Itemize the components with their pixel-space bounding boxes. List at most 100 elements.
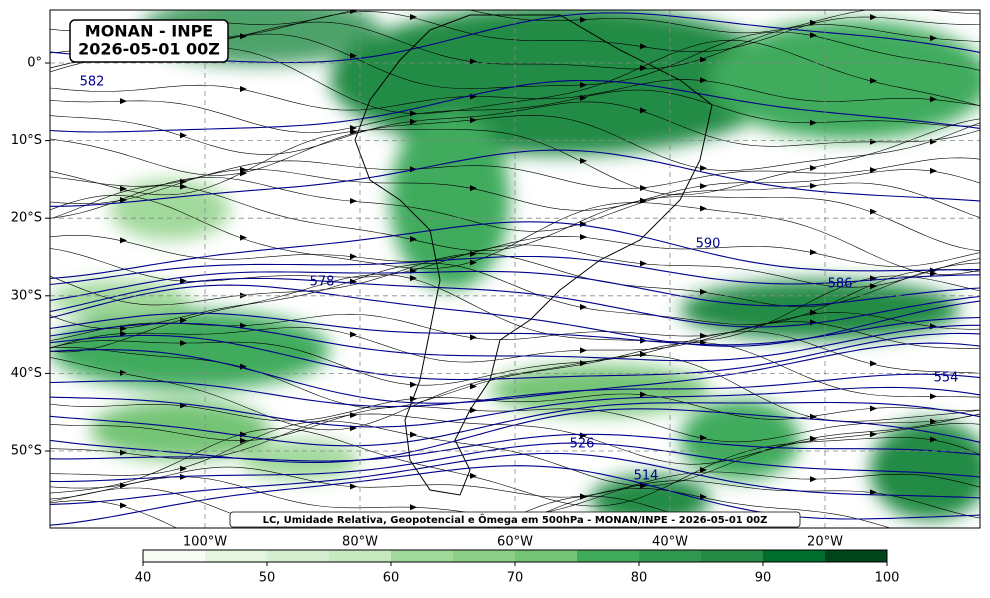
stream-arrow [240, 86, 247, 93]
stream-arrow [470, 250, 477, 257]
stream-arrow [180, 317, 187, 324]
stream-arrow [640, 43, 647, 50]
stream-arrow [870, 489, 877, 496]
stream-arrow [640, 197, 647, 204]
title-box [69, 19, 229, 63]
stream-arrow [810, 164, 817, 171]
stream-arrow [810, 476, 817, 483]
stream-arrow [410, 275, 417, 282]
contour-line [50, 332, 980, 381]
lon-label: 100°W [183, 535, 227, 550]
stream-arrow [930, 418, 937, 425]
stream-arrow [930, 35, 937, 42]
colorbar-segment [577, 550, 640, 562]
stream-arrow [810, 249, 817, 256]
axes: 0° 10°S 20°S 30°S 40°S 50°S 100°W 80°W 60°W 40°W 2… [11, 56, 843, 550]
map-layers: 582 578 590 586 554 526 514 [50, 10, 980, 542]
stream-arrow [180, 340, 187, 347]
stream-arrow [350, 412, 357, 419]
stream-arrow [410, 118, 417, 125]
stream-arrow [930, 96, 937, 103]
stream-arrow [410, 395, 417, 402]
stream-arrow [700, 77, 707, 84]
lat-label: 10°S [11, 133, 42, 148]
stream-arrow [700, 288, 707, 295]
stream-arrow [810, 435, 817, 442]
stream-arrow [930, 436, 937, 443]
stream-arrow [470, 472, 477, 479]
stream-arrow [930, 138, 937, 145]
lon-label: 40°W [652, 535, 688, 550]
colorbar-label: 60 [383, 571, 400, 586]
stream-arrow [350, 128, 357, 135]
stream-arrow [240, 322, 247, 329]
stream-arrow [410, 431, 417, 438]
stream-arrow [240, 166, 247, 173]
stream-arrow [870, 405, 877, 412]
lat-label: 20°S [11, 211, 42, 226]
colorbar-label: 70 [507, 571, 524, 586]
stream-arrow [700, 205, 707, 212]
stream-arrow [930, 167, 937, 174]
stream-arrow [410, 236, 417, 243]
stream-arrow [580, 347, 587, 354]
stream-arrow [410, 504, 417, 511]
colorbar-label: 100 [875, 571, 900, 586]
stream-arrow [930, 536, 937, 542]
colorbar-segment [701, 550, 764, 562]
colorbar-label: 40 [135, 571, 152, 586]
lat-label: 0° [27, 56, 42, 71]
stream-arrow [180, 132, 187, 139]
contour-label: 590 [696, 237, 721, 252]
stream-arrow [870, 14, 877, 21]
stream-arrow [470, 383, 477, 390]
stream-arrow [870, 208, 877, 215]
contour-line [50, 433, 980, 462]
stream-arrow [700, 332, 707, 339]
stream-arrow [240, 437, 247, 444]
stream-arrow [470, 58, 477, 65]
lat-label: 40°S [11, 366, 42, 381]
stream-arrow [240, 33, 247, 40]
stream-arrow [810, 413, 817, 420]
stream-arrow [120, 449, 127, 456]
lat-label: 30°S [11, 288, 42, 303]
colorbar-segment [143, 550, 206, 562]
stream-arrow [580, 493, 587, 500]
colorbar-segment [639, 550, 702, 562]
stream-arrow [410, 381, 417, 388]
contour-label: 582 [80, 75, 105, 90]
stream-arrow [350, 52, 357, 59]
contour-label: 578 [310, 275, 335, 290]
coastline [354, 14, 713, 496]
stream-arrow [640, 107, 647, 114]
stream-arrow [120, 502, 127, 509]
stream-arrow [640, 64, 647, 71]
map-subtitle: 2026-05-01 00Z [78, 40, 220, 59]
caption-box [229, 511, 801, 528]
stream-arrow [700, 466, 707, 473]
lat-label: 50°S [11, 444, 42, 459]
streamline [50, 331, 980, 386]
stream-arrow [580, 82, 587, 89]
colorbar-segment [453, 550, 516, 562]
stream-arrow [700, 434, 707, 441]
stream-arrow [120, 237, 127, 244]
stream-arrow [350, 253, 357, 260]
contour-label: 554 [934, 371, 959, 386]
colorbar: 40 50 60 70 80 90 100 [135, 549, 900, 586]
stream-arrow [700, 183, 707, 190]
colorbar-segment [763, 550, 826, 562]
stream-arrow [580, 432, 587, 439]
map-frame [49, 9, 981, 529]
stream-arrow [120, 185, 127, 192]
stream-arrow [120, 369, 127, 376]
stream-arrow [640, 260, 647, 267]
stream-arrow [350, 483, 357, 490]
colorbar-segment [825, 550, 888, 562]
stream-arrow [700, 165, 707, 172]
stream-arrow [180, 277, 187, 284]
stream-arrow [120, 330, 127, 337]
stream-arrow [810, 32, 817, 39]
